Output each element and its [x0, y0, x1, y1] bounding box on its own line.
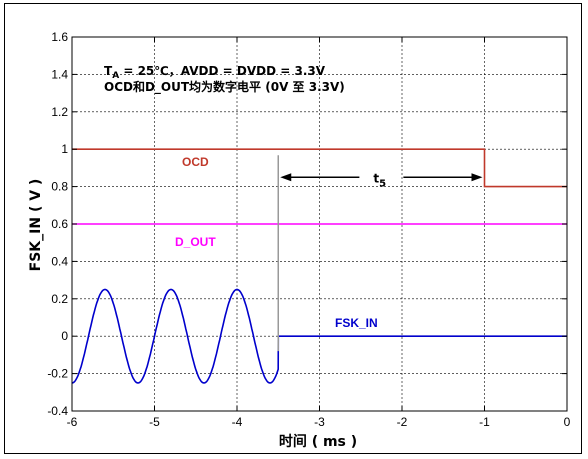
x-tick-label: -3 [314, 415, 325, 429]
y-tick-label: 0.6 [51, 217, 68, 231]
x-tick-label: -1 [479, 415, 490, 429]
series-label-fskin: FSK_IN [335, 316, 378, 330]
y-tick-label: 0.8 [51, 180, 68, 194]
y-tick-label: -0.4 [47, 404, 68, 418]
y-tick-label: 0.2 [51, 292, 68, 306]
y-tick-label: -0.2 [47, 367, 68, 381]
x-tick-label: -4 [232, 415, 243, 429]
x-axis-label: 时间 ( ms ) [279, 433, 357, 450]
y-axis-label: FSK_IN ( V ) [28, 179, 44, 272]
series-label-dout: D_OUT [175, 235, 216, 249]
y-tick-label: 1.2 [51, 105, 68, 119]
series-line-ocd [72, 148, 567, 188]
y-tick-label: 1.6 [51, 30, 68, 44]
series-layer [71, 148, 567, 384]
series-label-ocd: OCD [182, 155, 209, 169]
t5-label: t5 [373, 171, 386, 189]
t5-annotation: t5 [280, 171, 483, 189]
y-tick-label: 1 [61, 142, 68, 156]
condition-note-1: TA = 25℃，AVDD = DVDD = 3.3V [104, 64, 326, 81]
series-line-fskin [71, 288, 567, 384]
x-tick-label: -2 [397, 415, 408, 429]
y-tick-label: 0 [61, 329, 68, 343]
tick-labels: -6 -5 -4 -3 -2 -1 0 -0.4 -0.2 0 0.2 0.4 0.6 0.8 1 1.2 1.… [47, 30, 570, 429]
t5-arrowhead-left [280, 173, 292, 182]
t5-arrowhead-right [471, 173, 483, 182]
chart-frame [4, 3, 582, 454]
axes [71, 36, 568, 412]
y-tick-label: 1.4 [51, 67, 68, 81]
x-tick-label: 0 [564, 415, 571, 429]
plot-area-border [71, 36, 568, 412]
x-tick-label: -5 [149, 415, 160, 429]
condition-note-2: OCD和D_OUT均为数字电平 (0V 至 3.3V) [104, 79, 345, 95]
x-tick-label: -6 [67, 415, 78, 429]
y-tick-label: 0.4 [51, 254, 68, 268]
